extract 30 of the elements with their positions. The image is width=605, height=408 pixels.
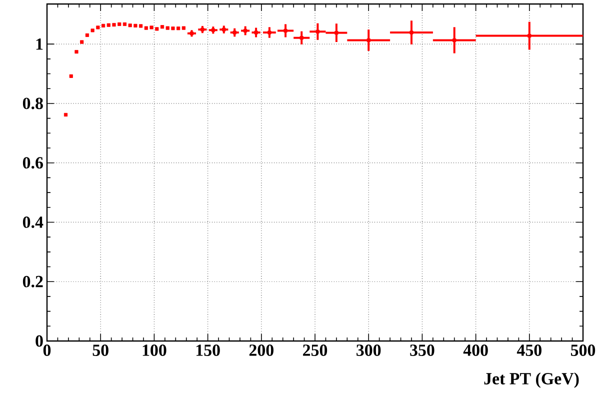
y-tick-label: 0.2 — [22, 276, 43, 288]
point — [254, 30, 258, 34]
point — [410, 30, 414, 34]
point — [528, 34, 532, 38]
point — [334, 31, 338, 35]
y-tick-label: 0.6 — [22, 157, 43, 169]
x-tick-label: 200 — [249, 344, 274, 356]
x-axis-title: Jet PT (GeV) — [484, 372, 579, 388]
x-tick-label: 0 — [43, 344, 51, 356]
point — [268, 30, 272, 34]
point — [452, 38, 456, 42]
y-tick-label: 0 — [36, 335, 43, 347]
x-tick-label: 400 — [463, 344, 488, 356]
x-tick-label: 50 — [92, 344, 108, 356]
x-tick-label: 250 — [303, 344, 328, 356]
y-tick-label: 1 — [36, 38, 43, 50]
point — [284, 28, 288, 33]
y-tick-label: 0.8 — [22, 98, 43, 110]
point — [316, 30, 320, 34]
x-tick-label: 300 — [356, 344, 381, 356]
point — [244, 28, 248, 33]
x-tick-label: 100 — [142, 344, 166, 356]
x-tick-label: 450 — [516, 344, 542, 356]
x-tick-label: 150 — [196, 344, 220, 356]
x-tick-label: 500 — [570, 344, 596, 356]
point — [232, 30, 236, 34]
point — [300, 36, 304, 40]
point — [366, 38, 370, 42]
y-tick-label: 0.4 — [22, 216, 44, 228]
x-tick-label: 350 — [410, 344, 434, 356]
